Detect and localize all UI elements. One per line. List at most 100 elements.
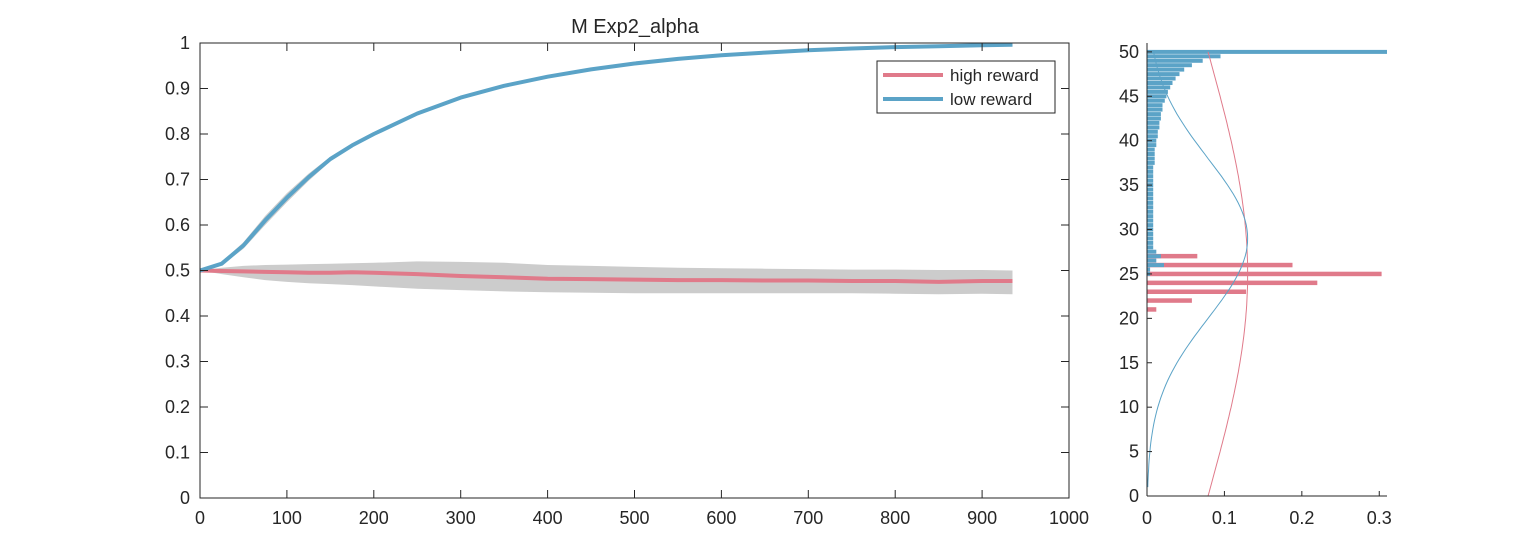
histogram-bar-2 (1147, 249, 1157, 254)
histogram-bar-2 (1147, 165, 1154, 170)
legend-box (876, 60, 1056, 114)
hist-y-tick-label: 20 (1119, 308, 1139, 328)
hist-y-tick-label: 15 (1119, 353, 1139, 373)
histogram-bar-2 (1147, 107, 1163, 112)
histogram-bar-2 (1147, 240, 1154, 245)
y-tick-label: 0.1 (165, 443, 190, 463)
y-tick-label: 0.9 (165, 79, 190, 99)
histogram-bar-2 (1147, 143, 1157, 148)
histogram-bar-2 (1147, 54, 1221, 59)
x-tick-label: 300 (446, 508, 476, 528)
histogram-bar-2 (1147, 89, 1168, 94)
histogram-bar-2 (1147, 169, 1154, 174)
x-tick-label: 1000 (1049, 508, 1089, 528)
y-tick-label: 0.3 (165, 352, 190, 372)
histogram-bar-2 (1147, 192, 1154, 196)
hist-x-tick-label: 0.1 (1212, 508, 1237, 528)
hist-y-tick-label: 30 (1119, 220, 1139, 240)
histogram-bar-2 (1147, 245, 1154, 250)
y-tick-label: 1 (180, 33, 190, 53)
histogram-bar-2 (1147, 120, 1160, 125)
histogram-bar-2 (1147, 232, 1154, 236)
histogram-bar-2 (1147, 76, 1176, 81)
histogram-bar-2 (1147, 98, 1165, 103)
histogram-bar-1 (1147, 271, 1382, 277)
x-tick-label: 0 (195, 508, 205, 528)
y-tick-label: 0.8 (165, 124, 190, 144)
hist-y-tick-label: 35 (1119, 175, 1139, 195)
histogram-bar-2 (1147, 223, 1154, 228)
y-tick-label: 0.5 (165, 261, 190, 281)
histogram-bar-2 (1147, 49, 1387, 54)
histogram-bar-2 (1147, 218, 1154, 223)
histogram-bar-1 (1147, 298, 1192, 303)
histogram-bar-2 (1147, 214, 1154, 219)
histogram-bar-1 (1147, 253, 1198, 259)
fit-curve-1 (1207, 51, 1249, 497)
histogram-bar-1 (1147, 307, 1157, 312)
histogram-bar-2 (1147, 72, 1180, 77)
y-tick-label: 0.6 (165, 215, 190, 235)
y-tick-label: 0 (180, 488, 190, 508)
x-tick-label: 500 (619, 508, 649, 528)
histogram-bar-2 (1147, 112, 1161, 117)
histogram-bar-2 (1147, 152, 1155, 156)
histogram-bar-2 (1147, 156, 1155, 161)
legend-label-1: high reward (950, 66, 1039, 85)
hist-y-tick-label: 25 (1119, 264, 1139, 284)
histogram-bar-2 (1147, 267, 1151, 272)
hist-y-tick-label: 45 (1119, 86, 1139, 106)
x-tick-label: 800 (880, 508, 910, 528)
histogram-bar-2 (1147, 63, 1192, 68)
x-tick-label: 400 (533, 508, 563, 528)
histogram-bar-2 (1147, 187, 1154, 192)
legend-label-2: low reward (950, 90, 1032, 109)
histogram-bar-2 (1147, 196, 1154, 201)
series-line-1 (199, 268, 1013, 284)
y-tick-label: 0.4 (165, 306, 190, 326)
histogram-bar-2 (1147, 94, 1167, 99)
histogram-bar-2 (1147, 67, 1185, 72)
histogram-bar-2 (1147, 263, 1164, 268)
hist-y-tick-label: 10 (1119, 397, 1139, 417)
histogram-bar-2 (1147, 254, 1161, 259)
histogram-bar-2 (1147, 129, 1158, 134)
histogram-bar-2 (1147, 58, 1203, 63)
histogram-bar-2 (1147, 236, 1154, 241)
hist-y-tick-label: 50 (1119, 42, 1139, 62)
histogram-bar-2 (1147, 147, 1155, 152)
histogram-bar-2 (1147, 200, 1154, 205)
histogram-bar-2 (1147, 125, 1160, 130)
x-tick-label: 700 (793, 508, 823, 528)
legend: high reward low reward (876, 60, 1056, 114)
series-line-2 (199, 42, 1013, 273)
histogram-bar-2 (1147, 178, 1154, 183)
fit-curve-2 (1147, 51, 1249, 488)
histogram-bar-2 (1147, 134, 1158, 139)
main-line-chart: 0 100 200 300 400 500 600 700 800 900 1000 0 0.1 0.2 0… (165, 33, 1089, 528)
y-tick-label: 0.7 (165, 170, 190, 190)
histogram-bar-1 (1147, 262, 1293, 268)
histogram-bar-2 (1147, 85, 1171, 90)
hist-x-tick-label: 0.3 (1367, 508, 1392, 528)
histogram-bar-1 (1147, 280, 1318, 286)
x-tick-label: 200 (359, 508, 389, 528)
hist-y-tick-label: 40 (1119, 131, 1139, 151)
histogram-bar-2 (1147, 174, 1154, 179)
hist-y-tick-label: 5 (1129, 442, 1139, 462)
hist-x-tick-label: 0 (1142, 508, 1152, 528)
histogram-bar-2 (1147, 160, 1155, 165)
histogram-bar-2 (1147, 116, 1161, 121)
histogram-bar-2 (1147, 258, 1157, 263)
x-tick-label: 100 (272, 508, 302, 528)
side-histogram: 0 0.1 0.2 0.3 0 5 10 15 20 25 30 35 40 45 50 (1119, 42, 1392, 528)
y-tick-label: 0.2 (165, 397, 190, 417)
x-tick-label: 900 (967, 508, 997, 528)
histogram-bar-2 (1147, 81, 1173, 85)
histogram-bar-2 (1147, 205, 1154, 210)
hist-y-tick-label: 0 (1129, 486, 1139, 506)
histogram-bar-2 (1147, 209, 1154, 214)
x-tick-label: 600 (706, 508, 736, 528)
histogram-bar-2 (1147, 103, 1163, 108)
